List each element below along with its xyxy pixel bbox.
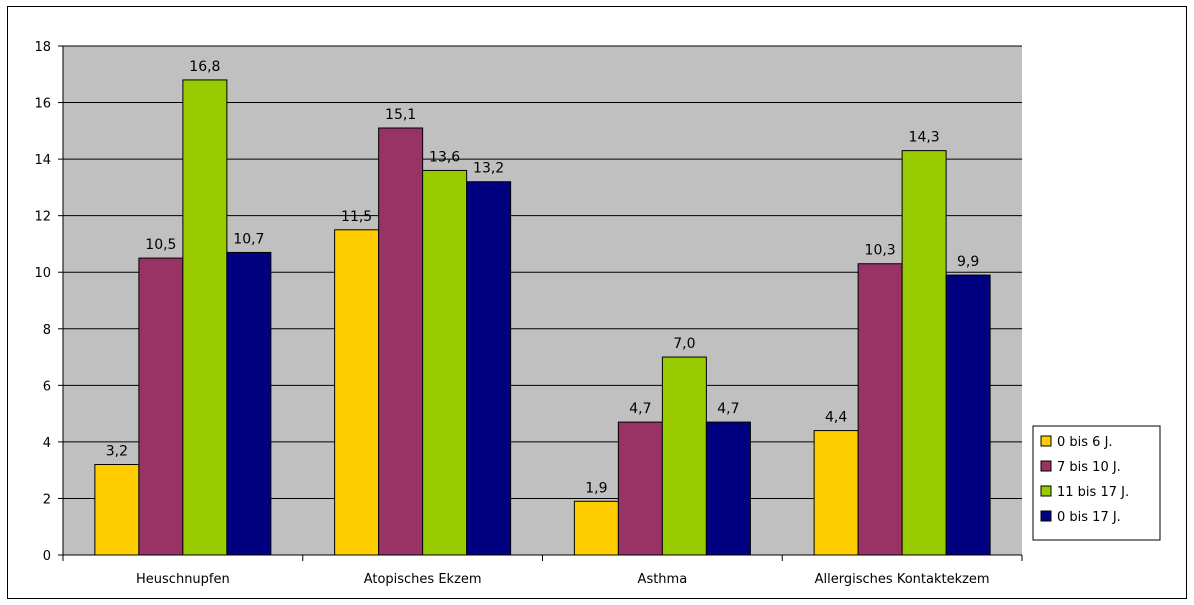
bar [422, 169, 468, 556]
bar [705, 421, 751, 556]
data-label: 10,5 [145, 237, 176, 253]
bar [466, 181, 512, 556]
y-tick-label: 4 [43, 436, 51, 451]
bar [378, 127, 424, 556]
bar [573, 500, 619, 556]
data-label: 11,5 [341, 209, 372, 225]
x-category-label: Allergisches Kontaktekzem [815, 572, 990, 587]
legend-swatch [1040, 485, 1052, 497]
y-tick-label: 16 [34, 97, 51, 112]
data-label: 4,4 [825, 410, 847, 426]
legend-swatch [1040, 460, 1052, 472]
legend-label: 7 bis 10 J. [1057, 460, 1121, 475]
legend-swatch [1040, 510, 1052, 522]
data-label: 9,9 [957, 254, 979, 270]
data-label: 16,8 [189, 59, 220, 75]
data-label: 10,7 [233, 231, 264, 247]
data-label: 10,3 [865, 243, 896, 259]
y-tick-label: 18 [34, 40, 51, 55]
bar [182, 79, 228, 556]
bar [94, 464, 140, 556]
bar [813, 430, 859, 556]
y-tick-label: 10 [34, 266, 51, 281]
bar [138, 257, 184, 556]
legend-label: 11 bis 17 J. [1057, 485, 1129, 500]
data-label: 7,0 [673, 336, 695, 352]
data-label: 13,6 [429, 149, 460, 165]
y-tick-label: 8 [43, 323, 51, 338]
bar [617, 421, 663, 556]
data-label: 13,2 [473, 161, 504, 177]
bar [901, 150, 947, 556]
legend-label: 0 bis 17 J. [1057, 510, 1121, 525]
data-label: 1,9 [585, 480, 607, 496]
bar [945, 274, 991, 556]
x-category-label: Asthma [638, 572, 688, 587]
data-label: 15,1 [385, 107, 416, 123]
legend-swatch [1040, 435, 1052, 447]
bar [857, 263, 903, 556]
legend [1032, 425, 1161, 541]
y-tick-label: 6 [43, 379, 51, 394]
bar [334, 229, 380, 556]
data-label: 4,7 [717, 401, 739, 417]
y-tick-label: 0 [43, 549, 51, 564]
data-label: 14,3 [909, 130, 940, 146]
bar [661, 356, 707, 556]
x-category-label: Atopisches Ekzem [364, 572, 482, 587]
y-tick-label: 2 [43, 492, 51, 507]
y-tick-label: 14 [34, 153, 51, 168]
legend-label: 0 bis 6 J. [1057, 435, 1113, 450]
x-category-label: Heuschnupfen [136, 572, 230, 587]
bar [226, 251, 272, 556]
data-label: 3,2 [106, 444, 128, 460]
data-label: 4,7 [629, 401, 651, 417]
y-tick-label: 12 [34, 210, 51, 225]
